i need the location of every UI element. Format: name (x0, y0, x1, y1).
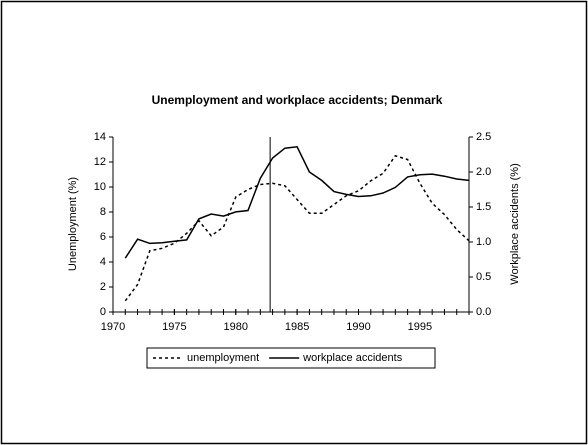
y2-tick-label: 2.5 (476, 131, 491, 143)
x-tick-label: 1990 (346, 321, 370, 333)
y-tick-label: 12 (94, 156, 106, 168)
series-line (124, 154, 470, 302)
y-tick-label: 0 (100, 306, 106, 318)
y-tick-label: 6 (100, 231, 106, 243)
series-line (124, 145, 470, 259)
chart-title: Unemployment and workplace accidents; De… (152, 93, 443, 107)
y-tick-label: 10 (94, 181, 106, 193)
x-tick-label: 1975 (162, 321, 186, 333)
legend-label: unemployment (187, 352, 259, 364)
x-tick-label: 1980 (224, 321, 248, 333)
y2-tick-label: 1.5 (476, 201, 491, 213)
y2-tick-label: 2.0 (476, 166, 491, 178)
y-tick-label: 14 (94, 131, 106, 143)
legend-label: workplace accidents (302, 352, 403, 364)
y2-axis-label: Workplace accidents (%) (509, 163, 521, 284)
y-axis-label: Unemployment (%) (67, 177, 79, 271)
x-tick-label: 1995 (408, 321, 432, 333)
y2-tick-label: 0.0 (476, 306, 491, 318)
y2-tick-label: 0.5 (476, 271, 491, 283)
x-tick-label: 1970 (101, 321, 125, 333)
y-tick-label: 4 (100, 256, 106, 268)
y-tick-label: 2 (100, 281, 106, 293)
y-tick-label: 8 (100, 206, 106, 218)
y2-tick-label: 1.0 (476, 236, 491, 248)
x-tick-label: 1985 (285, 321, 309, 333)
